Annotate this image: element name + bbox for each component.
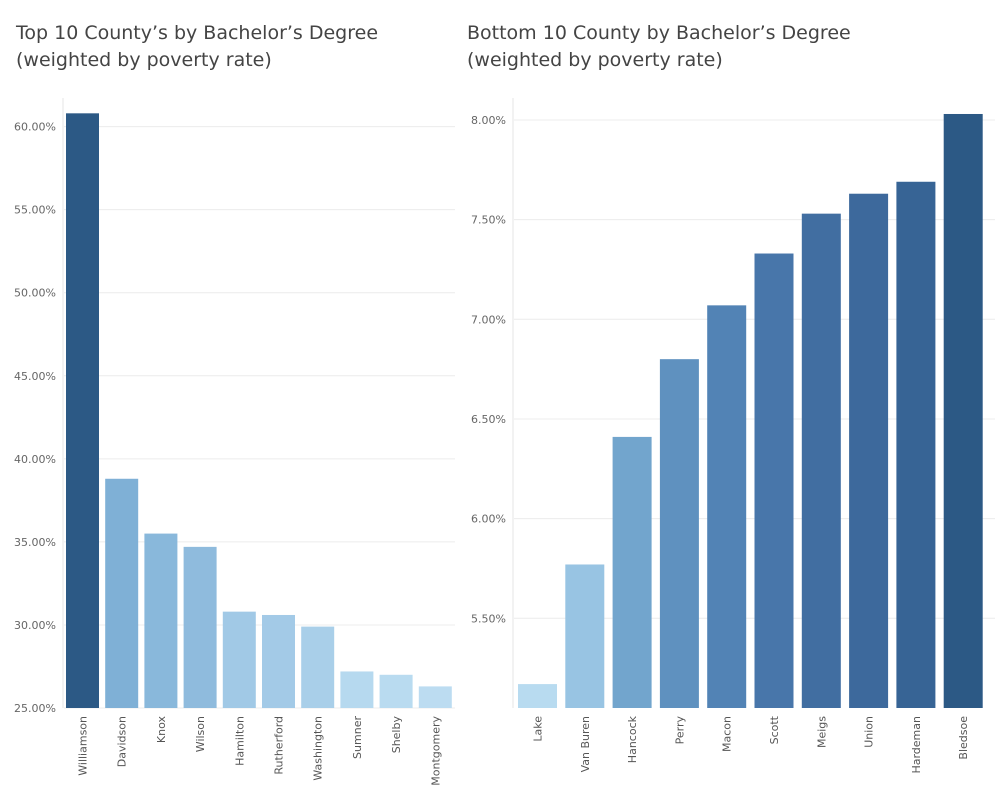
top10-bar-sumner[interactable]: [340, 671, 374, 708]
bottom10-x-category-label: Meigs: [815, 716, 828, 748]
top10-bar-montgomery[interactable]: [418, 686, 452, 708]
bottom10-x-category-label: Union: [863, 716, 876, 748]
bottom10-chart-svg: 5.50% 6.00% 6.50% 7.00% 7.50% 8.00% Lake Van Bu…: [471, 98, 995, 774]
top10-bar-washington[interactable]: [301, 626, 335, 708]
bottom10-bar-bledsoe[interactable]: [943, 113, 983, 708]
top10-bar-rutherford[interactable]: [262, 614, 295, 708]
top10-x-category-label: Rutherford: [273, 716, 286, 775]
bottom10-bar-hancock[interactable]: [612, 436, 652, 708]
top10-x-category-label: Davidson: [116, 716, 129, 767]
bottom10-bar-hardeman[interactable]: [896, 181, 936, 708]
top10-title-line1: Top 10 County’s by Bachelor’s Degree: [16, 22, 379, 44]
top10-chart-svg: 25.00% 30.00% 35.00% 40.00% 45.00% 50.00% 55.0…: [14, 98, 455, 786]
bottom10-x-category-label: Hancock: [626, 715, 639, 763]
top10-x-category-label: Sumner: [351, 716, 364, 759]
top10-y-tick-label: 30.00%: [14, 619, 56, 632]
bottom10-title-line1: Bottom 10 County by Bachelor’s Degree: [467, 22, 851, 44]
top10-chart-panel: Top 10 County’s by Bachelor’s Degree (we…: [0, 0, 460, 800]
bottom10-y-tick-label: 6.50%: [471, 413, 506, 426]
bottom10-x-category-label: Lake: [532, 716, 545, 742]
bottom10-bar-scott[interactable]: [754, 253, 794, 708]
top10-x-category-label: Washington: [312, 716, 325, 781]
top10-bar-knox[interactable]: [144, 533, 178, 708]
bottom10-bar-meigs[interactable]: [801, 213, 841, 709]
top10-bar-wilson[interactable]: [183, 546, 217, 708]
top10-bar-davidson[interactable]: [105, 478, 139, 708]
bottom10-y-tick-label: 5.50%: [471, 612, 506, 625]
top10-y-tick-label: 25.00%: [14, 702, 56, 715]
top10-x-category-label: Williamson: [77, 716, 90, 776]
top10-y-tick-label: 45.00%: [14, 370, 56, 383]
top10-x-category-label: Hamilton: [233, 716, 246, 766]
top10-chart-title: Top 10 County’s by Bachelor’s Degree (we…: [16, 20, 446, 74]
bottom10-x-category-label: Van Buren: [579, 716, 592, 772]
top10-bar-shelby[interactable]: [379, 674, 413, 708]
bottom10-bar-macon[interactable]: [707, 305, 747, 708]
top10-y-tick-label: 40.00%: [14, 453, 56, 466]
bottom10-y-tick-label: 6.00%: [471, 513, 506, 526]
bottom10-x-category-label: Macon: [721, 716, 734, 752]
top10-x-category-label: Shelby: [390, 716, 403, 754]
top10-x-category-label: Montgomery: [429, 716, 442, 786]
bottom10-bar-perry[interactable]: [659, 359, 699, 708]
top10-y-tick-label: 35.00%: [14, 536, 56, 549]
bottom10-chart-panel: Bottom 10 County by Bachelor’s Degree (w…: [460, 0, 1000, 800]
bottom10-x-category-label: Scott: [768, 715, 781, 744]
top10-y-tick-label: 55.00%: [14, 204, 56, 217]
bottom10-bar-van-buren[interactable]: [565, 564, 605, 708]
bottom10-x-category-label: Hardeman: [910, 716, 923, 774]
bottom10-y-tick-label: 8.00%: [471, 114, 506, 127]
top10-title-line2: (weighted by poverty rate): [16, 49, 272, 71]
bottom10-x-category-label: Bledsoe: [957, 716, 970, 760]
top10-bar-hamilton[interactable]: [222, 611, 256, 708]
top10-bar-williamson[interactable]: [66, 113, 99, 709]
top10-x-category-label: Wilson: [194, 716, 207, 752]
bottom10-x-category-label: Perry: [673, 716, 686, 745]
bottom10-title-line2: (weighted by poverty rate): [467, 49, 723, 71]
top10-x-category-label: Knox: [155, 716, 168, 744]
top10-y-tick-label: 50.00%: [14, 287, 56, 300]
bottom10-bar-union[interactable]: [849, 193, 889, 709]
top10-y-tick-label: 60.00%: [14, 121, 56, 134]
bottom10-chart-title: Bottom 10 County by Bachelor’s Degree (w…: [467, 20, 987, 74]
bottom10-y-tick-label: 7.00%: [471, 313, 506, 326]
bottom10-bar-lake[interactable]: [518, 684, 557, 708]
bottom10-y-tick-label: 7.50%: [471, 214, 506, 227]
